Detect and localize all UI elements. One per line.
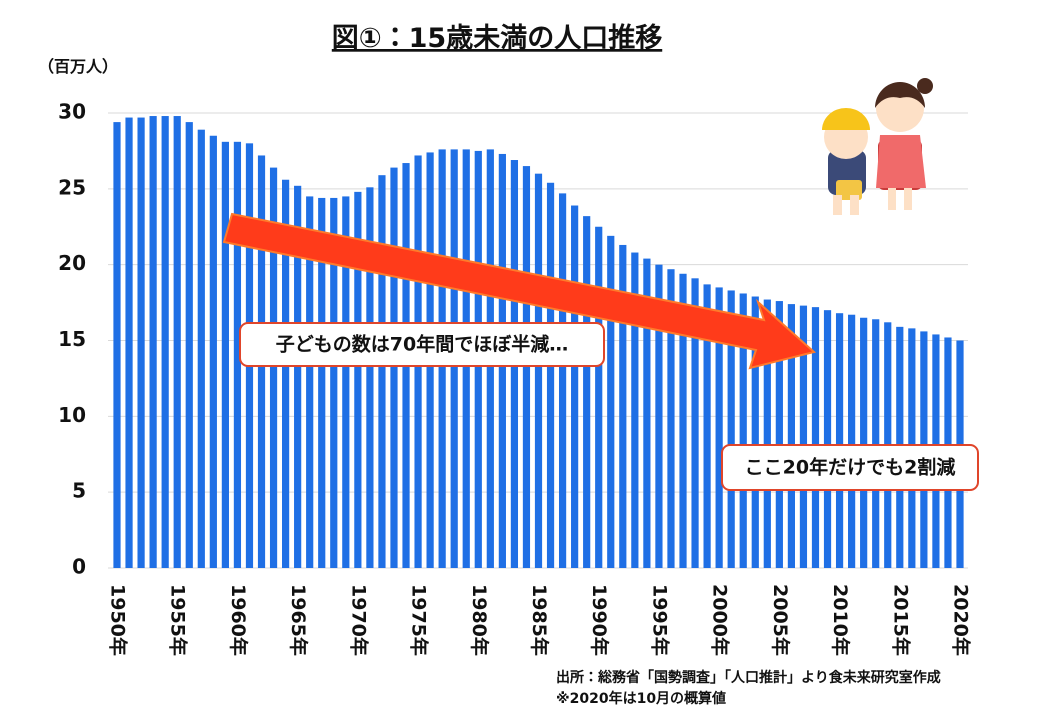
- bar: [607, 235, 615, 568]
- bar: [703, 284, 711, 568]
- bar: [787, 304, 795, 568]
- bar: [739, 293, 747, 568]
- bar: [546, 182, 555, 568]
- bar: [390, 167, 398, 568]
- bar: [583, 216, 591, 568]
- bar: [848, 314, 856, 568]
- bar: [727, 290, 735, 568]
- x-tick-label: 1960年: [227, 584, 250, 656]
- bar: [354, 191, 362, 568]
- bar: [691, 278, 699, 568]
- x-tick-label: 1975年: [408, 584, 431, 656]
- bar: [558, 193, 567, 568]
- bar: [811, 307, 820, 568]
- bar: [799, 305, 808, 568]
- bar: [775, 301, 783, 568]
- bar: [173, 116, 181, 569]
- bar: [715, 287, 723, 568]
- x-tick-label: 1970年: [347, 584, 370, 656]
- bar: [595, 226, 603, 568]
- bar: [269, 167, 278, 568]
- x-tick-label: 1950年: [107, 584, 130, 656]
- bar: [534, 173, 543, 568]
- y-tick-label: 30: [58, 100, 86, 124]
- bar: [522, 166, 531, 569]
- bar: [125, 117, 133, 569]
- source-note: 出所：総務省「国勢調査」「人口推計」より食未来研究室作成: [556, 669, 941, 686]
- x-tick-label: 1990年: [588, 584, 611, 656]
- x-tick-label: 2005年: [769, 584, 792, 656]
- annotation: ここ20年だけでも2割減: [745, 456, 956, 479]
- x-tick-label: 2020年: [950, 584, 973, 656]
- bar: [209, 135, 217, 568]
- bar: [342, 196, 350, 568]
- bar: [860, 317, 868, 568]
- y-tick-label: 0: [72, 555, 86, 579]
- bar: [619, 244, 627, 568]
- trend-arrow: [222, 212, 817, 370]
- bar: [330, 197, 338, 568]
- bar: [149, 116, 157, 569]
- annotation-box: [239, 322, 605, 367]
- bar: [137, 117, 145, 569]
- x-tick-label: 1955年: [167, 584, 190, 656]
- bar: [185, 122, 193, 568]
- bar: [197, 129, 205, 568]
- bar: [306, 196, 314, 568]
- bar: [763, 299, 771, 568]
- x-tick-label: 2010年: [829, 584, 852, 656]
- bar: [751, 296, 759, 568]
- chart-title: 図①：15歳未満の人口推移: [332, 23, 662, 54]
- y-tick-label: 25: [58, 175, 86, 199]
- bar: [282, 179, 290, 568]
- x-tick-label: 1985年: [528, 584, 551, 656]
- bar: [571, 205, 579, 568]
- bar: [872, 319, 880, 568]
- bar: [113, 122, 121, 568]
- bar: [318, 197, 326, 568]
- bar: [233, 141, 242, 569]
- children-illustration: [822, 78, 933, 215]
- bar: [378, 175, 386, 568]
- bar: [679, 273, 687, 568]
- bar: [294, 185, 302, 569]
- source-note: ※2020年は10月の概算値: [556, 690, 726, 707]
- x-tick-label: 2015年: [889, 584, 912, 656]
- bar: [835, 313, 844, 568]
- bar: [667, 269, 675, 568]
- bar: [631, 252, 639, 569]
- bar: [823, 310, 832, 568]
- x-tick-label: 1995年: [648, 584, 671, 656]
- annotation-box: [721, 444, 979, 491]
- y-tick-label: 5: [72, 479, 86, 503]
- x-tick-label: 1965年: [287, 584, 310, 656]
- x-tick-label: 2000年: [709, 584, 732, 656]
- y-tick-label: 10: [58, 403, 86, 427]
- x-tick-label: 1980年: [468, 584, 491, 656]
- annotation: 子どもの数は70年間でほぼ半減…: [276, 333, 568, 356]
- bar: [655, 264, 663, 568]
- bar: [161, 116, 169, 569]
- y-tick-label: 15: [58, 327, 86, 351]
- bar: [366, 187, 374, 569]
- y-tick-label: 20: [58, 251, 86, 275]
- bar: [221, 141, 229, 569]
- bar: [643, 258, 651, 568]
- y-axis-label: （百万人）: [38, 57, 118, 76]
